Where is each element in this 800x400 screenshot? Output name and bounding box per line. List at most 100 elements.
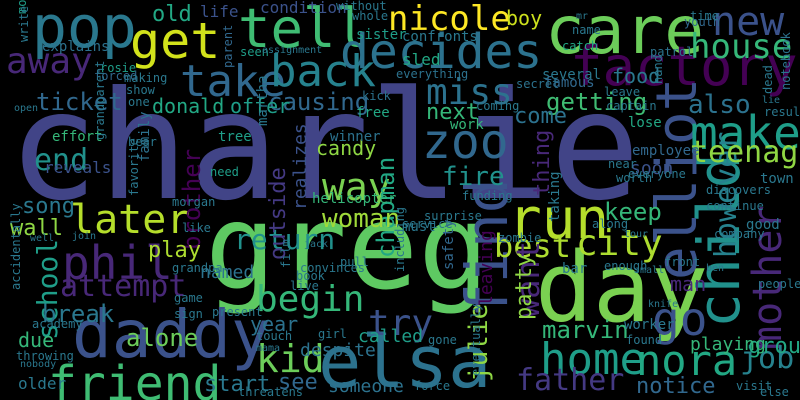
word-town: town: [760, 171, 794, 187]
word-older: older: [18, 374, 67, 393]
word-sister: sister: [356, 27, 407, 43]
word-helicopter: helicopter: [312, 191, 397, 207]
word-eventually: eventually: [469, 303, 483, 376]
word-play: play: [148, 238, 201, 263]
word-academy: academy: [32, 317, 83, 331]
word-book: book: [296, 269, 325, 283]
word-friend: friend: [48, 356, 222, 400]
word-rosie: rosie: [100, 61, 137, 75]
word-several: several: [542, 67, 602, 83]
word-like: like: [182, 221, 211, 235]
word-pop: pop: [32, 0, 137, 61]
word-name: name: [572, 23, 601, 37]
word-come: come: [514, 104, 567, 129]
word-dead: dead: [761, 65, 775, 94]
word-attempt: attempt: [60, 269, 187, 304]
word-patrol: patrol: [650, 45, 694, 59]
word-gone: gone: [428, 333, 457, 347]
word-ben: ben: [706, 263, 725, 274]
word-time: time: [690, 9, 719, 23]
word-mama: mama: [256, 343, 281, 354]
word-near: near: [608, 157, 637, 171]
word-small: small: [634, 265, 665, 276]
word-well: well: [30, 233, 55, 244]
word-company: company: [714, 227, 765, 241]
word-explains: explains: [42, 39, 110, 55]
word-work: work: [450, 117, 484, 133]
word-notice: notice: [636, 374, 716, 399]
word-greg: greg: [205, 178, 490, 316]
word-need: need: [210, 165, 239, 179]
word-zoo: zoo: [422, 114, 509, 170]
word-lose: lose: [628, 115, 662, 131]
word-life: life: [200, 2, 239, 21]
word-employee: employee: [632, 143, 700, 159]
word-man: man: [670, 272, 707, 296]
word-care: care: [545, 0, 704, 69]
word-keep: keep: [604, 198, 662, 226]
word-ticket: ticket: [36, 88, 123, 116]
word-safety: safety: [441, 219, 457, 270]
word-due: due: [18, 328, 55, 352]
word-best: best: [494, 227, 572, 265]
word-sign: sign: [174, 307, 203, 321]
word-good: good: [746, 217, 780, 233]
word-charlie: charlie: [8, 60, 641, 234]
word-see: see: [278, 370, 318, 395]
word-touch: touch: [256, 329, 293, 343]
word-continue: continue: [706, 199, 764, 213]
word-elsa: elsa: [318, 320, 492, 400]
word-also: also: [688, 90, 751, 120]
word-get: get: [130, 12, 221, 70]
word-leaving: leaving: [476, 230, 497, 306]
word-worker: worker: [624, 317, 675, 333]
word-accidentally: accidentally: [9, 203, 23, 290]
word-show: show: [126, 83, 155, 97]
word-woman: woman: [322, 204, 401, 234]
word-nicole: nicole: [388, 0, 511, 39]
word-year: year: [250, 312, 299, 336]
word-condition: condition: [260, 0, 347, 17]
word-tree: tree: [218, 129, 252, 145]
word-lie: lie: [762, 95, 781, 106]
word-hand: hand: [651, 55, 665, 84]
word-bear: bear: [128, 135, 157, 149]
word-discovers: discovers: [706, 183, 772, 197]
word-way: way: [322, 165, 391, 209]
word-city: city: [576, 223, 663, 264]
word-fire: fire: [442, 162, 505, 192]
word-parent: parent: [221, 24, 235, 68]
word-causing: causing: [268, 88, 370, 116]
word-people: people: [758, 277, 800, 291]
word-realizes: realizes: [290, 123, 311, 210]
word-free: free: [356, 105, 390, 121]
word-begin: begin: [256, 279, 365, 320]
word-martha: martha: [255, 75, 271, 126]
word-worth: worth: [616, 171, 653, 185]
word-getting: getting: [546, 88, 648, 116]
word-front: front: [664, 255, 701, 269]
word-return: return: [234, 223, 336, 256]
word-along: along: [592, 217, 629, 231]
word-coming: coming: [476, 99, 520, 113]
word-threatens: threatens: [238, 385, 304, 399]
word-father: father: [516, 363, 625, 398]
word-mr: mr: [576, 11, 589, 22]
word-whole: whole: [352, 9, 389, 23]
word-film: film: [279, 239, 293, 268]
word-decides: decides: [340, 24, 543, 80]
word-someone: someone: [328, 376, 404, 397]
word-morgan: morgan: [172, 195, 216, 209]
word-kid: kid: [256, 337, 325, 381]
word-secret: secret: [516, 77, 560, 91]
word-confronts: confronts: [402, 29, 478, 45]
word-pull: pull: [340, 255, 369, 269]
word-song: song: [22, 194, 75, 219]
word-patty: patty: [512, 253, 537, 320]
word-girl: girl: [318, 327, 347, 341]
word-making: making: [124, 71, 168, 85]
word-winner: winner: [330, 129, 381, 145]
word-sled: sled: [402, 50, 441, 69]
word-effort: effort: [52, 129, 103, 145]
